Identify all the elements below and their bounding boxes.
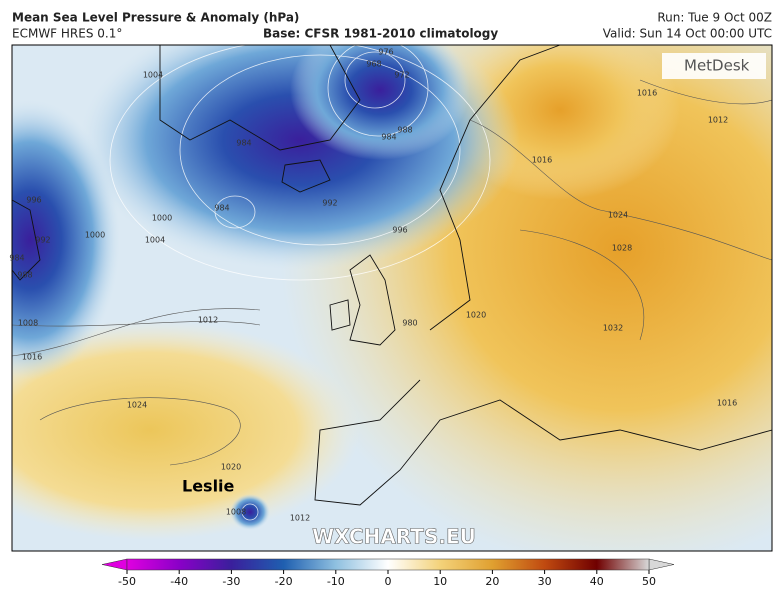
contour-label: 1008 bbox=[18, 319, 38, 328]
contour-label: 1016 bbox=[532, 156, 552, 165]
title: Mean Sea Level Pressure & Anomaly (hPa) bbox=[12, 11, 299, 25]
contour-label: 1004 bbox=[145, 236, 165, 245]
colorbar-high-arrow bbox=[648, 558, 675, 571]
run: Run: Tue 9 Oct 00Z bbox=[657, 11, 772, 25]
contour-label: 1000 bbox=[85, 231, 105, 240]
contour-label: 1020 bbox=[466, 311, 486, 320]
contour-label: 992 bbox=[35, 236, 50, 245]
base: Base: CFSR 1981-2010 climatology bbox=[263, 27, 498, 41]
colorbar-tick-label: 0 bbox=[385, 575, 392, 588]
contour-label: 1028 bbox=[612, 244, 632, 253]
map bbox=[12, 45, 772, 551]
contour-label: 1012 bbox=[708, 116, 728, 125]
contour-label: 980 bbox=[402, 319, 417, 328]
valid: Valid: Sun 14 Oct 00:00 UTC bbox=[603, 27, 772, 41]
contour-labels: 1004968976972984984988984992996996992984… bbox=[9, 48, 737, 523]
contour-label: 984 bbox=[236, 139, 251, 148]
colorbar-tick-label: 20 bbox=[485, 575, 499, 588]
contour-label: 984 bbox=[214, 204, 229, 213]
contour-label: 968 bbox=[366, 60, 381, 69]
contour-label: 1024 bbox=[127, 401, 147, 410]
model: ECMWF HRES 0.1° bbox=[12, 27, 122, 41]
contour-label: 996 bbox=[26, 196, 41, 205]
contour-label: 1024 bbox=[608, 211, 628, 220]
logo: MetDesk bbox=[684, 57, 750, 75]
contour-label: 988 bbox=[397, 126, 412, 135]
contour-label: 1012 bbox=[198, 316, 218, 325]
colorbar-tick-label: -30 bbox=[222, 575, 240, 588]
colorbar-tick-label: -50 bbox=[118, 575, 136, 588]
colorbar-tick-label: 10 bbox=[433, 575, 447, 588]
contour-label: 1012 bbox=[290, 514, 310, 523]
colorbar-tick-label: -20 bbox=[275, 575, 293, 588]
contour-label: 1016 bbox=[22, 353, 42, 362]
contour-label: 984 bbox=[381, 133, 396, 142]
contour-label: 1020 bbox=[221, 463, 241, 472]
contour-label: 992 bbox=[322, 199, 337, 208]
colorbar-tick-label: -10 bbox=[327, 575, 345, 588]
watermark: WXCHARTS.EU bbox=[312, 525, 476, 549]
contour-label: 1016 bbox=[637, 89, 657, 98]
contour-label: 976 bbox=[378, 48, 393, 57]
contour-label: 988 bbox=[17, 271, 32, 280]
contour-label: 1016 bbox=[717, 399, 737, 408]
contour-label: 984 bbox=[9, 254, 24, 263]
logo-box bbox=[662, 53, 766, 79]
contour-label: 996 bbox=[392, 226, 407, 235]
contour-label: 1000 bbox=[152, 214, 172, 223]
storm-label: Leslie bbox=[182, 477, 235, 496]
colorbar: -50 -40 -30 -20 -10 0 10 20 30 40 50 bbox=[101, 558, 675, 588]
contour-label: 1004 bbox=[143, 71, 163, 80]
colorbar-bar bbox=[126, 558, 650, 571]
colorbar-low-arrow bbox=[101, 558, 128, 571]
colorbar-tick-label: 40 bbox=[590, 575, 604, 588]
colorbar-tick-label: 50 bbox=[642, 575, 656, 588]
contour-label: 1008 bbox=[226, 508, 246, 517]
colorbar-tick-label: -40 bbox=[170, 575, 188, 588]
colorbar-tick-label: 30 bbox=[538, 575, 552, 588]
contour-label: 972 bbox=[394, 71, 409, 80]
contour-label: 1032 bbox=[603, 324, 623, 333]
map-frame bbox=[11, 44, 773, 552]
